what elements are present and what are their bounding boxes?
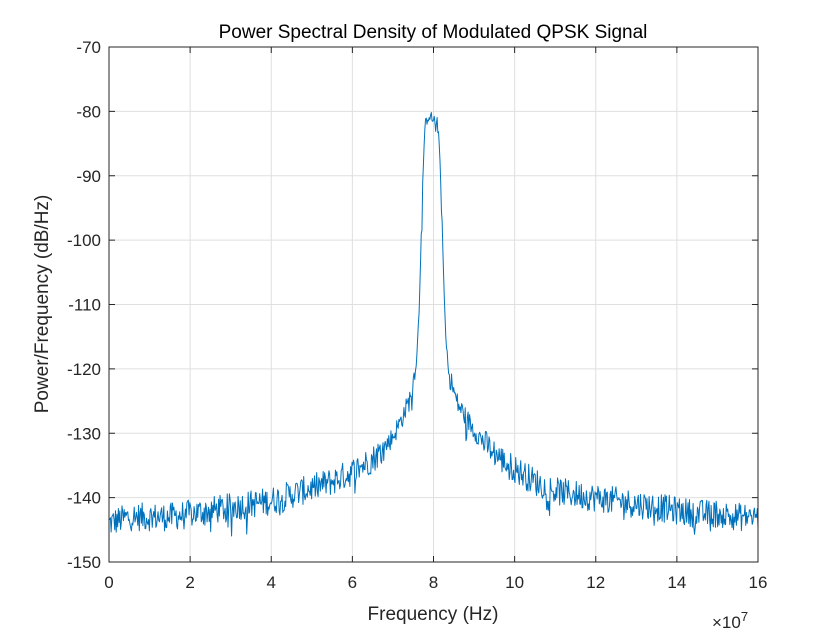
y-tick-labels: -150 -140 -130 -120 -110 -100 -90 -80 -70 <box>67 38 101 572</box>
x-exponent-label: ×107 <box>712 609 748 630</box>
y-tick-label: -100 <box>67 231 101 250</box>
x-tick-label: 4 <box>267 573 276 592</box>
y-tick-label: -120 <box>67 360 101 379</box>
x-tick-label: 8 <box>429 573 438 592</box>
x-tick-label: 12 <box>586 573 605 592</box>
y-tick-label: -70 <box>76 38 101 57</box>
y-axis-label: Power/Frequency (dB/Hz) <box>32 195 53 414</box>
x-axis-label: Frequency (Hz) <box>368 604 499 625</box>
x-tick-labels: 0 2 4 6 8 10 12 14 16 <box>104 573 767 592</box>
chart-title: Power Spectral Density of Modulated QPSK… <box>219 22 648 43</box>
y-tick-label: -80 <box>76 102 101 121</box>
psd-series-line <box>108 112 759 537</box>
x-tick-label: 16 <box>749 573 768 592</box>
y-tick-label: -130 <box>67 424 101 443</box>
y-tick-label: -140 <box>67 489 101 508</box>
x-tick-label: 2 <box>185 573 194 592</box>
y-tick-label: -90 <box>76 167 101 186</box>
y-tick-label: -110 <box>68 296 101 315</box>
y-tick-label: -150 <box>67 553 101 572</box>
grid-lines <box>108 46 759 563</box>
x-tick-label: 0 <box>104 573 113 592</box>
x-tick-label: 14 <box>667 573 686 592</box>
tick-marks <box>108 46 759 563</box>
x-tick-label: 6 <box>348 573 357 592</box>
x-tick-label: 10 <box>505 573 524 592</box>
series-layer <box>108 112 759 537</box>
